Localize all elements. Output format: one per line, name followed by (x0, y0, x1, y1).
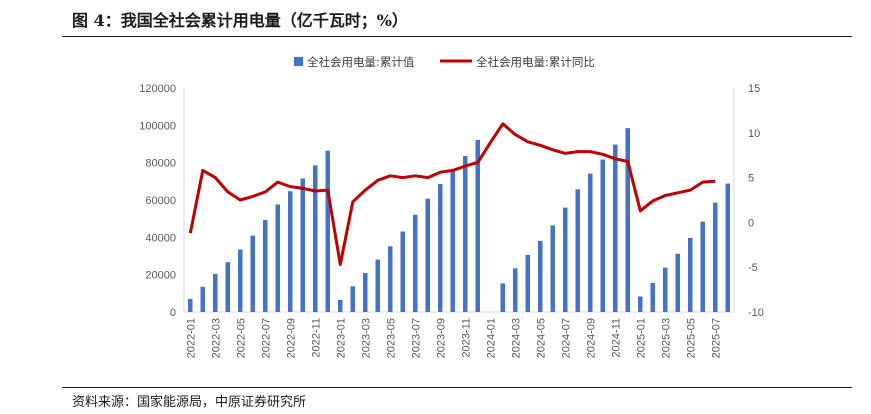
y-left-tick-label: 60000 (145, 195, 176, 207)
bar (625, 128, 630, 312)
bar (613, 144, 618, 312)
bar (275, 204, 280, 312)
bar (513, 268, 518, 312)
bar (500, 283, 505, 312)
y-right-tick-label: 5 (748, 173, 754, 185)
x-tick-label: 2023-05 (385, 318, 397, 358)
bar (225, 262, 230, 312)
y-axis-left: 0 20000 40000 60000 80000 100000 120000 (139, 83, 176, 319)
legend-bar-label: 全社会用电量:累计值 (307, 55, 415, 69)
bar (313, 165, 318, 312)
x-tick-label: 2024-01 (485, 318, 497, 358)
bar-series (188, 128, 730, 312)
bar (663, 267, 668, 312)
bar (600, 159, 605, 312)
figure-header: 图 4：我国全社会累计用电量（亿千瓦时；%） (0, 0, 871, 38)
x-tick-label: 2023-07 (410, 318, 422, 358)
x-tick-label: 2025-05 (685, 318, 697, 358)
bar (400, 231, 405, 312)
footer-rule (62, 387, 852, 388)
bar (263, 219, 268, 312)
legend-line-label: 全社会用电量:累计同比 (476, 55, 595, 69)
line-series (188, 122, 716, 266)
bar (525, 254, 530, 312)
x-tick-label: 2025-03 (660, 318, 672, 358)
x-tick-label: 2023-01 (335, 318, 347, 358)
x-tick-label: 2024-05 (535, 318, 547, 358)
bar (550, 225, 555, 312)
bar (538, 240, 543, 312)
y-left-tick-label: 0 (170, 307, 176, 319)
bar (288, 191, 293, 312)
series-line (188, 122, 716, 266)
source-note: 资料来源：国家能源局，中原证券研究所 (72, 395, 307, 410)
legend: 全社会用电量:累计值 全社会用电量:累计同比 (294, 55, 595, 69)
y-left-tick-label: 20000 (145, 270, 176, 282)
bar (713, 202, 718, 312)
x-axis: 2022-01 2022-03 2022-05 2022-07 2022-09 2022-… (185, 318, 722, 358)
y-right-tick-label: -10 (748, 307, 764, 319)
bar (250, 235, 255, 312)
bar (700, 221, 705, 312)
bar (475, 139, 480, 312)
x-tick-label: 2024-11 (610, 318, 622, 358)
x-tick-label: 2022-05 (235, 318, 247, 358)
x-tick-label: 2023-03 (360, 318, 372, 358)
bar (350, 286, 355, 312)
bar (688, 237, 693, 312)
bar (438, 183, 443, 312)
x-tick-label: 2024-03 (510, 318, 522, 358)
y-axis-right: -10 -5 0 5 10 15 (748, 83, 764, 319)
bar (338, 299, 343, 312)
x-tick-label: 2025-07 (710, 318, 722, 358)
bar (425, 198, 430, 312)
x-tick-label: 2023-11 (460, 318, 472, 358)
bar (450, 170, 455, 312)
bar (463, 155, 468, 312)
bar (638, 296, 643, 312)
x-tick-label: 2022-01 (185, 318, 197, 358)
bar (650, 282, 655, 312)
x-tick-label: 2024-07 (560, 318, 572, 358)
y-left-tick-label: 80000 (145, 158, 176, 170)
y-right-tick-label: -5 (748, 262, 758, 274)
bar (413, 214, 418, 312)
bar (375, 259, 380, 312)
figure-title: 图 4：我国全社会累计用电量（亿千瓦时；%） (72, 11, 408, 30)
bar (388, 246, 393, 312)
bar (300, 178, 305, 312)
y-left-tick-label: 120000 (139, 83, 176, 95)
x-tick-label: 2023-09 (435, 318, 447, 358)
y-left-tick-label: 100000 (139, 120, 176, 132)
x-tick-label: 2022-03 (210, 318, 222, 358)
x-tick-label: 2022-07 (260, 318, 272, 358)
bar (363, 272, 368, 312)
header-rule (62, 36, 852, 37)
bar (675, 253, 680, 312)
y-right-tick-label: 0 (748, 217, 754, 229)
y-right-tick-label: 10 (748, 128, 760, 140)
x-tick-label: 2022-09 (285, 318, 297, 358)
y-right-tick-label: 15 (748, 83, 760, 95)
bar (325, 150, 330, 312)
bar (200, 286, 205, 312)
bar (588, 173, 593, 312)
x-tick-label: 2022-11 (310, 318, 322, 358)
bar (213, 273, 218, 312)
y-left-tick-label: 40000 (145, 232, 176, 244)
bar (575, 189, 580, 312)
bar (188, 298, 193, 312)
x-tick-label: 2025-01 (635, 318, 647, 358)
x-tick-label: 2024-09 (585, 318, 597, 358)
legend-bar-swatch (294, 57, 303, 66)
bar (563, 207, 568, 312)
bar (238, 249, 243, 312)
bar (725, 183, 730, 312)
